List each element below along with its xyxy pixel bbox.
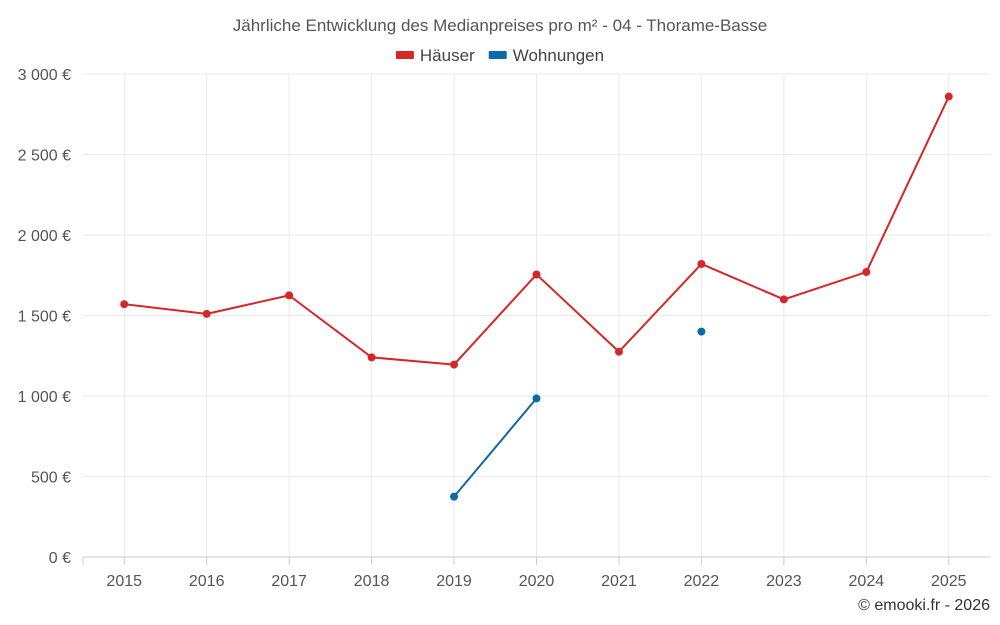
- y-tick-label: 2 500 €: [18, 148, 71, 165]
- x-tick-label: 2017: [271, 573, 307, 590]
- x-tick-label: 2016: [189, 573, 225, 590]
- x-tick-label: 2023: [766, 573, 802, 590]
- data-point[interactable]: [285, 291, 294, 300]
- data-point[interactable]: [697, 327, 706, 336]
- axes: 0 € 500 € 1 000 € 1 500 € 2 000 € 2 500 € 3 00…: [18, 67, 990, 590]
- legend-item-häuser[interactable]: Häuser: [395, 46, 475, 65]
- legend-label: Wohnungen: [513, 46, 604, 65]
- data-point[interactable]: [532, 394, 541, 403]
- legend-item-wohnungen[interactable]: Wohnungen: [488, 46, 604, 65]
- data-point[interactable]: [614, 347, 623, 356]
- y-tick-label: 3 000 €: [18, 67, 71, 84]
- legend-swatch: [488, 51, 507, 59]
- x-tick-label: 2024: [849, 573, 885, 590]
- x-tick-label: 2019: [436, 573, 472, 590]
- y-tick-label: 1 000 €: [18, 389, 71, 406]
- y-tick-label: 2 000 €: [18, 228, 71, 245]
- data-point[interactable]: [450, 360, 459, 369]
- x-tick-label: 2018: [354, 573, 390, 590]
- grid-lines: [83, 73, 990, 557]
- x-tick-label: 2021: [601, 573, 637, 590]
- data-point[interactable]: [450, 492, 459, 501]
- data-point[interactable]: [367, 353, 376, 362]
- series-layer: [120, 92, 953, 501]
- legend-swatch: [395, 51, 414, 59]
- y-tick-label: 1 500 €: [18, 309, 71, 326]
- x-tick-label: 2025: [931, 573, 967, 590]
- x-tick-label: 2022: [684, 573, 720, 590]
- series-wohnungen: [450, 327, 706, 501]
- y-tick-label: 500 €: [31, 470, 71, 487]
- data-point[interactable]: [862, 268, 871, 277]
- data-point[interactable]: [202, 309, 211, 318]
- chart-legend: Häuser Wohnungen: [395, 46, 604, 65]
- legend-label: Häuser: [420, 46, 475, 65]
- y-tick-label: 0 €: [49, 550, 71, 567]
- chart-credit: © emooki.fr - 2026: [858, 597, 990, 614]
- chart-title: Jährliche Entwicklung des Medianpreises …: [233, 16, 767, 35]
- series-line: [453, 397, 538, 498]
- data-point[interactable]: [532, 270, 541, 279]
- data-point[interactable]: [779, 295, 788, 304]
- x-tick-label: 2015: [106, 573, 142, 590]
- data-point[interactable]: [944, 92, 953, 101]
- data-point[interactable]: [120, 300, 129, 309]
- data-point[interactable]: [697, 259, 706, 268]
- x-tick-label: 2020: [519, 573, 555, 590]
- series-häuser: [120, 92, 953, 369]
